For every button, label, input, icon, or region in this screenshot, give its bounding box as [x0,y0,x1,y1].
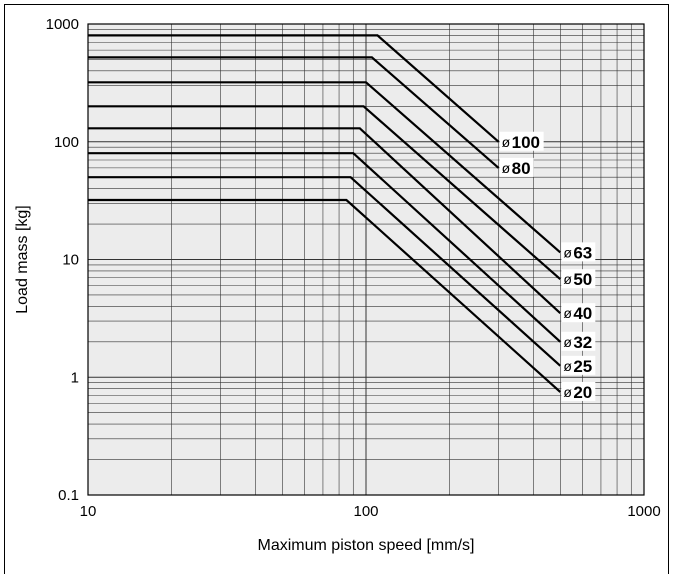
series-lines [88,34,562,393]
x-tick-label: 10 [80,503,97,520]
series-label-size: 40 [573,304,592,323]
y-tick-label: 10 [62,252,79,269]
series-line-50 [88,105,562,281]
series-line-25 [88,176,562,367]
plot-border [87,23,645,496]
series-label-size: 80 [512,159,531,178]
series-label-80: ø 80 [499,157,534,178]
series-label-63: ø 63 [561,242,596,262]
y-tick-label: 1 [71,369,79,386]
series-label-background [561,355,596,375]
y-tick-label: 0.1 [58,487,79,504]
series-label-size: 32 [573,333,592,352]
x-tick-label: 100 [353,503,378,520]
series-line-40 [88,127,562,315]
series-line-63 [88,81,562,254]
series-label-background [561,381,596,401]
x-axis-label: Maximum piston speed [mm/s] [258,537,475,554]
series-label-size: 100 [512,133,540,152]
series-label-background [499,157,534,177]
series-line-32 [88,152,562,343]
series-line-20 [88,198,562,393]
series-label-prefix: ø [502,160,511,176]
series-label-50: ø 50 [561,269,596,289]
series-line-80 [88,56,500,169]
series-label-20: ø 20 [561,381,596,402]
series-label-prefix: ø [563,305,572,321]
series-label-size: 25 [573,357,592,376]
series-label-size: 20 [573,383,592,402]
series-label-background [561,269,596,289]
series-label-background [561,242,596,262]
grid-lines [88,24,644,495]
series-label-background [499,131,544,151]
series-label-prefix: ø [563,384,572,400]
series-label-32: ø 32 [561,331,596,352]
series-label-prefix: ø [563,358,572,374]
chart-frame [4,4,669,574]
y-tick-label: 100 [54,134,79,151]
series-label-size: 50 [573,270,592,289]
y-axis-label: Load mass [kg] [14,205,31,314]
tick-labels: 10 100 1000 0.1 1 10 100 1000 [46,16,661,520]
series-line-100 [88,34,500,143]
x-tick-label: 1000 [627,503,660,520]
series-label-prefix: ø [563,271,572,287]
series-label-prefix: ø [563,334,572,350]
series-label-background [561,303,596,323]
series-label-prefix: ø [502,134,511,150]
series-label-size: 63 [573,243,592,262]
y-tick-label: 1000 [46,16,79,33]
series-label-25: ø 25 [561,355,596,376]
series-label-background [561,331,596,351]
series-label-100: ø 100 [499,131,544,152]
series-label-prefix: ø [563,244,572,260]
series-label-40: ø 40 [561,303,596,323]
